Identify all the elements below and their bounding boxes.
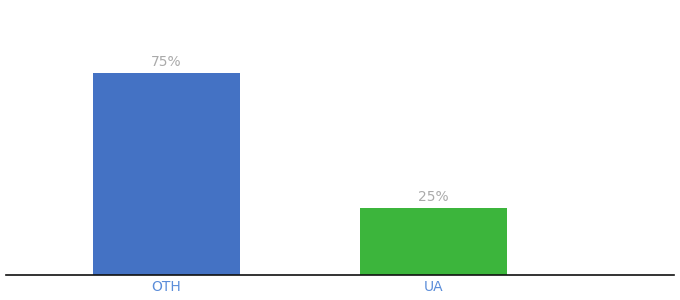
Bar [92,73,239,275]
Text: 25%: 25% [418,190,449,203]
Text: 75%: 75% [151,55,182,69]
Bar [360,208,507,275]
